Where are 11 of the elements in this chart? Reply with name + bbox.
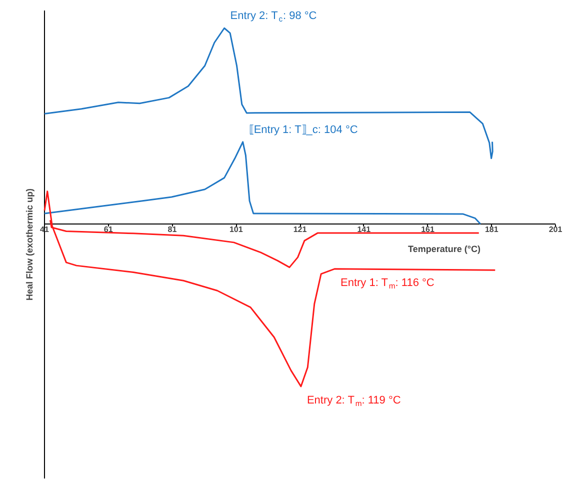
x-tick-label: 141 [357,225,372,234]
y-axis-title: Heal Flow (exothermic up) [24,188,34,301]
x-tick-label: 61 [104,225,114,234]
x-tick-label: 181 [484,225,499,234]
x-tick-label: 81 [168,225,178,234]
x-tick-label: 121 [293,225,308,234]
x-tick-label: 201 [548,225,563,234]
x-tick-label: 101 [229,225,244,234]
x-axis-title: Temperature (°C) [408,244,481,254]
annotation: ⟦Entry 1: T⟧_c: 104 °C [248,124,358,136]
x-tick-label: 161 [421,225,435,234]
